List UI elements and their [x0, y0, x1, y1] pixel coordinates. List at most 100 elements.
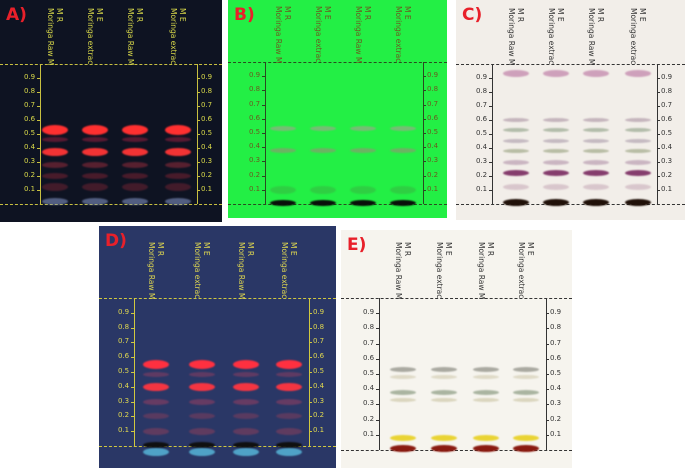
spot [583, 127, 609, 132]
rf-tick-label: 0.2 [313, 411, 325, 420]
spot [310, 147, 336, 153]
rf-tick-label: 0.1 [427, 184, 439, 193]
tick-mark [262, 189, 265, 191]
rf-tick-label: 0.6 [201, 115, 213, 123]
spot [543, 170, 569, 177]
rf-tick-label: 0.4 [363, 384, 375, 393]
spot [390, 185, 416, 194]
spot [122, 183, 148, 192]
rf-tick-label: 0.6 [363, 353, 375, 362]
tick-mark [262, 161, 265, 163]
rf-tick-label: 0.2 [24, 171, 36, 179]
rf-tick-label: 0.9 [313, 307, 325, 316]
spot [503, 118, 529, 122]
tick-mark [309, 416, 312, 418]
rf-tick-label: 0.4 [201, 143, 213, 151]
spot [503, 139, 529, 143]
rf-tick-label: 0.4 [476, 143, 488, 151]
spot [143, 372, 169, 378]
spot [350, 199, 376, 206]
spot [276, 398, 302, 405]
lane-label: M E Moringa extrac [86, 8, 104, 64]
spot [276, 382, 302, 391]
rf-tick-label: 0.2 [118, 411, 130, 420]
tick-mark [376, 313, 379, 315]
tick-mark [309, 342, 312, 344]
rf-tick-label: 0.4 [550, 384, 562, 393]
spot [390, 366, 416, 372]
tick-mark [423, 118, 426, 120]
rf-tick-label: 0.9 [661, 73, 673, 81]
rf-tick-label: 0.4 [118, 381, 130, 390]
spot [543, 70, 569, 78]
rf-tick-label: 0.1 [118, 426, 130, 435]
spot [42, 197, 68, 205]
lane-label: M E Moringa extrac [435, 242, 453, 298]
tick-mark [309, 312, 312, 314]
rf-scale-line [40, 64, 41, 204]
spot [583, 70, 609, 78]
origin-line [99, 446, 336, 447]
rf-tick-label: 0.9 [249, 71, 261, 80]
rf-tick-label: 0.5 [476, 129, 488, 137]
rf-tick-label: 0.7 [363, 338, 375, 347]
spot [473, 397, 499, 402]
spot [503, 199, 529, 207]
rf-tick-label: 0.5 [363, 369, 375, 377]
spot [233, 372, 259, 378]
rf-scale-line [265, 62, 266, 204]
rf-tick-label: 0.6 [249, 113, 261, 122]
tick-mark [376, 374, 379, 375]
tick-mark [131, 431, 134, 433]
tick-mark [546, 358, 549, 360]
spot [233, 427, 259, 435]
spot [42, 137, 68, 143]
rf-tick-label: 0.8 [661, 87, 673, 95]
rf-tick-label: 0.1 [313, 426, 325, 435]
spot [543, 139, 569, 143]
spot [625, 170, 651, 177]
spot [431, 397, 457, 402]
spot [82, 161, 108, 168]
tick-mark [657, 190, 660, 191]
rf-tick-label: 0.8 [118, 322, 130, 331]
tick-mark [309, 401, 312, 403]
tick-mark [546, 313, 549, 315]
spot [625, 139, 651, 143]
rf-tick-label: 0.2 [427, 170, 439, 179]
rf-tick-label: 0.5 [201, 129, 213, 137]
tick-mark [489, 134, 492, 135]
rf-tick-label: 0.3 [118, 396, 130, 405]
origin-line [0, 204, 222, 205]
tick-mark [489, 190, 492, 191]
tick-mark [423, 104, 426, 106]
spot [165, 183, 191, 192]
lane-label: M R Moringa Raw M [477, 242, 495, 299]
rf-tick-label: 0.9 [427, 71, 439, 80]
spot [122, 124, 148, 135]
spot [82, 148, 108, 157]
lane-code: M R [516, 8, 525, 23]
spot [350, 185, 376, 194]
spot [503, 70, 529, 78]
spot [625, 148, 651, 153]
spot [503, 148, 529, 153]
spot [143, 427, 169, 435]
lane-label: M E Moringa extrac [169, 8, 187, 64]
tick-mark [546, 404, 549, 406]
lane-label: M R Moringa Raw M [587, 8, 605, 65]
tick-mark [546, 419, 549, 421]
spot [513, 389, 539, 395]
rf-tick-label: 0.9 [118, 307, 130, 316]
spot [42, 161, 68, 168]
spot [625, 70, 651, 78]
lane-label: M E Moringa extrac [193, 242, 211, 298]
spot [310, 199, 336, 206]
tick-mark [197, 190, 200, 191]
lane-name: Moringa Raw M [46, 8, 55, 66]
tick-mark [197, 120, 200, 121]
lane-name: Moringa extrac [517, 242, 526, 299]
rf-tick-label: 0.8 [363, 323, 375, 332]
spot [82, 183, 108, 192]
